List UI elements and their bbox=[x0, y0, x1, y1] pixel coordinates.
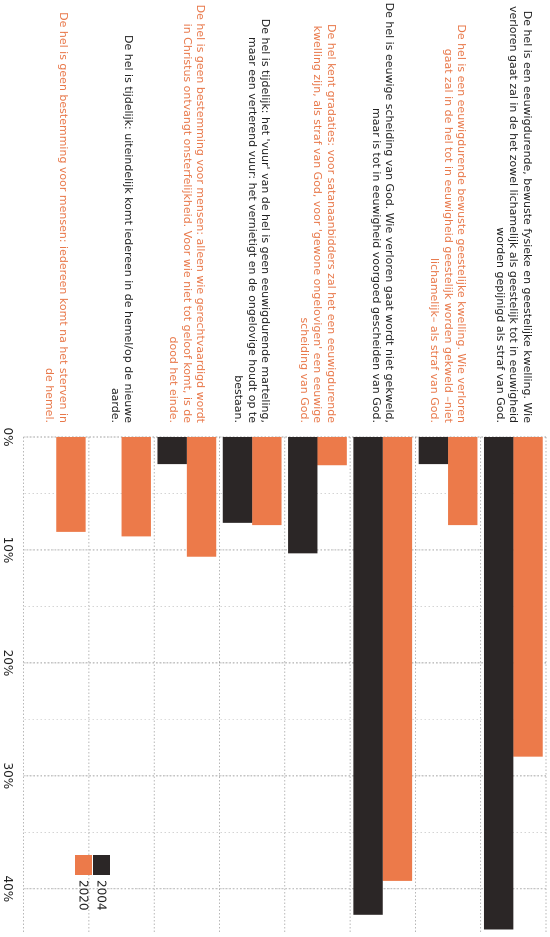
category-label-box: De hel is geen bestemming voor mensen: a… bbox=[167, 4, 208, 423]
category-label: De hel is eeuwige scheiding van God. Wie… bbox=[369, 2, 397, 423]
bar bbox=[382, 437, 413, 881]
x-tick-label: 10% bbox=[1, 537, 15, 564]
category-label-box: De hel is tijdelijk: uiteindelijk komt i… bbox=[108, 35, 136, 423]
bar bbox=[157, 437, 187, 465]
category-label-box: De hel is tijdelijk: het 'vuur' van de h… bbox=[232, 18, 273, 423]
x-tick-label: 40% bbox=[1, 875, 15, 902]
x-tick-label: 20% bbox=[1, 650, 15, 677]
bar bbox=[418, 437, 449, 465]
category-label: De hel is geen bestemming voor mensen: a… bbox=[167, 4, 208, 423]
bar bbox=[222, 437, 253, 523]
x-tick-label: 0% bbox=[1, 427, 15, 446]
category-label: De hel is geen bestemming voor mensen: i… bbox=[43, 12, 70, 423]
bar bbox=[56, 437, 86, 532]
category-label-box: De hel is geen bestemming voor mensen: i… bbox=[43, 12, 70, 423]
bar bbox=[317, 437, 347, 466]
category-label-box: De hel is een eeuwigdurende bewuste gees… bbox=[428, 24, 469, 423]
bar bbox=[448, 437, 478, 526]
category-label-box: De hel kent gradaties: voor satanaanbidd… bbox=[297, 24, 338, 423]
category-label-box: De hel is eeuwige scheiding van God. Wie… bbox=[369, 2, 397, 423]
bar bbox=[288, 437, 318, 554]
bar bbox=[513, 437, 543, 757]
bar bbox=[121, 437, 151, 537]
legend-swatch bbox=[75, 855, 92, 875]
x-tick-label: 30% bbox=[1, 763, 15, 790]
legend-label: 2004 bbox=[95, 880, 109, 911]
bar bbox=[483, 437, 514, 930]
category-label: De hel kent gradaties: voor satanaanbidd… bbox=[297, 24, 338, 423]
bar bbox=[353, 437, 383, 915]
category-label: De hel is een eeuwigdurende bewuste gees… bbox=[428, 24, 469, 423]
legend-label: 2020 bbox=[77, 880, 91, 911]
category-label: De hel is tijdelijk: het 'vuur' van de h… bbox=[232, 18, 273, 423]
bar bbox=[252, 437, 282, 526]
category-label-box: De hel is een eeuwigdurende, bewuste fys… bbox=[493, 5, 534, 423]
legend-swatch bbox=[93, 855, 110, 875]
category-label: De hel is een eeuwigdurende, bewuste fys… bbox=[493, 5, 534, 423]
category-label: De hel is tijdelijk: uiteindelijk komt i… bbox=[108, 35, 136, 423]
bar bbox=[186, 437, 217, 557]
